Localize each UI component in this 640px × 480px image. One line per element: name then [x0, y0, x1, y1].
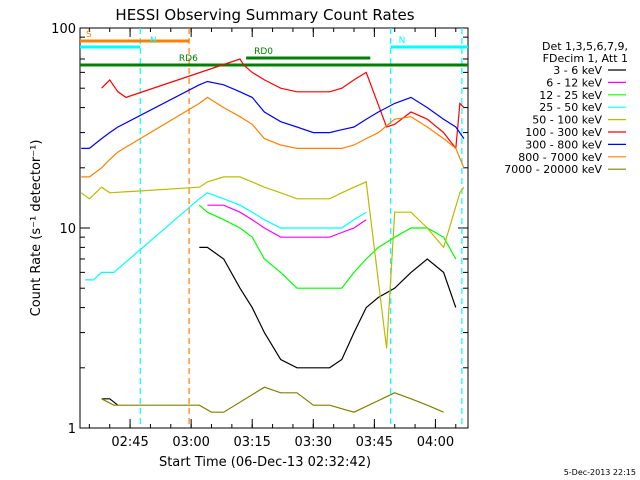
x-tick-label: 03:45: [356, 435, 393, 450]
series-line-3: [85, 192, 367, 281]
legend-label: 800 - 7000 keV: [518, 151, 602, 164]
series-line-7: [81, 96, 465, 178]
chart-title: HESSI Observing Summary Count Rates: [115, 6, 414, 24]
series-line-8: [101, 386, 444, 413]
flag-bar-label: N: [399, 36, 406, 46]
legend-label: 12 - 25 keV: [539, 89, 602, 102]
y-tick-label: 100: [51, 22, 76, 37]
footer-timestamp: 5-Dec-2013 22:15: [564, 468, 636, 477]
series-line-1: [207, 204, 367, 238]
x-tick-label: 03:30: [295, 435, 332, 450]
legend-label: 3 - 6 keV: [553, 64, 602, 77]
series-line-4: [80, 176, 465, 349]
flag-bar-label: S: [86, 30, 92, 40]
y-axis-label: Count Rate (s⁻¹ detector⁻¹): [29, 140, 44, 317]
series-line-0: [101, 246, 457, 406]
legend-header: Det 1,3,5,6,7,9,: [542, 40, 628, 53]
legend-header: FDecim 1, Att 1: [543, 52, 628, 65]
legend-label: 25 - 50 keV: [539, 101, 602, 114]
x-tick-label: 03:00: [172, 435, 209, 450]
legend-label: 7000 - 20000 keV: [504, 163, 602, 176]
legend-label: 6 - 12 keV: [546, 76, 602, 89]
legend: Det 1,3,5,6,7,9,FDecim 1, Att 13 - 6 keV…: [504, 40, 628, 176]
y-tick-label: 10: [59, 222, 76, 237]
plot-area: 1 10 100 02:45 03:00 03:15 03:30 03:45 04:00 S N N R…: [51, 22, 469, 450]
series-line-5: [101, 58, 465, 150]
x-tick-label: 04:00: [417, 435, 454, 450]
flag-bar-label: N: [150, 36, 157, 46]
x-axis-label: Start Time (06-Dec-13 02:32:42): [159, 455, 371, 470]
legend-label: 50 - 100 keV: [532, 114, 602, 127]
legend-label: 100 - 300 keV: [525, 126, 602, 139]
flag-bar-label: RD0: [254, 47, 273, 57]
legend-label: 300 - 800 keV: [525, 138, 602, 151]
flag-bar-label: RD6: [179, 54, 198, 64]
x-tick-label: 03:15: [233, 435, 270, 450]
series-line-6: [81, 80, 465, 149]
series-line-2: [198, 204, 457, 289]
y-tick-label: 1: [68, 422, 76, 437]
x-tick-label: 02:45: [111, 435, 148, 450]
